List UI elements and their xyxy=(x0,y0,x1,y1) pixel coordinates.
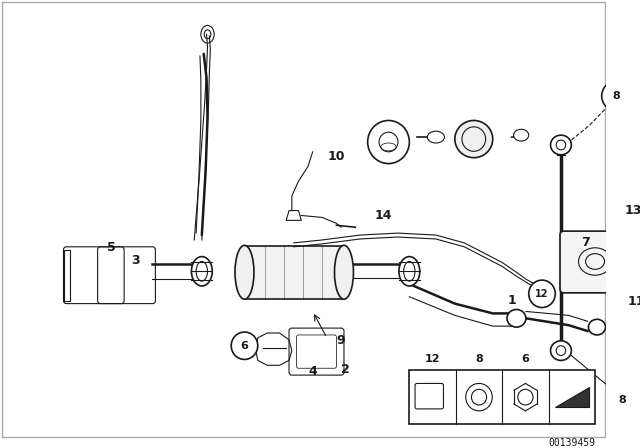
Text: 00139459: 00139459 xyxy=(548,438,595,448)
Ellipse shape xyxy=(455,121,493,158)
Text: 6: 6 xyxy=(522,354,529,364)
Ellipse shape xyxy=(550,341,572,361)
Text: 5: 5 xyxy=(108,241,116,254)
Ellipse shape xyxy=(235,246,254,299)
Text: 10: 10 xyxy=(328,150,345,163)
Text: 7: 7 xyxy=(581,237,590,250)
Circle shape xyxy=(602,81,630,111)
Text: 1: 1 xyxy=(508,294,516,307)
Polygon shape xyxy=(555,388,589,407)
Text: 12: 12 xyxy=(425,354,440,364)
Text: 13: 13 xyxy=(624,204,640,217)
Text: 4: 4 xyxy=(308,365,317,378)
Text: 14: 14 xyxy=(375,209,392,222)
Text: 3: 3 xyxy=(131,254,140,267)
Bar xyxy=(410,370,595,424)
Circle shape xyxy=(609,385,637,414)
Ellipse shape xyxy=(335,246,353,299)
Ellipse shape xyxy=(588,319,605,335)
Text: 2: 2 xyxy=(342,363,350,376)
Text: 6: 6 xyxy=(241,341,248,351)
Circle shape xyxy=(367,121,410,164)
Ellipse shape xyxy=(507,310,526,327)
Text: 8: 8 xyxy=(612,91,620,101)
Ellipse shape xyxy=(428,131,444,143)
Ellipse shape xyxy=(191,257,212,286)
Text: 8: 8 xyxy=(619,395,627,405)
Text: 11: 11 xyxy=(628,295,640,308)
Circle shape xyxy=(529,280,556,307)
Circle shape xyxy=(231,332,258,359)
FancyBboxPatch shape xyxy=(560,231,629,293)
Text: 12: 12 xyxy=(535,289,548,299)
Ellipse shape xyxy=(399,257,420,286)
Bar xyxy=(244,246,344,299)
Ellipse shape xyxy=(550,135,572,155)
Text: 9: 9 xyxy=(337,334,346,347)
Text: 8: 8 xyxy=(475,354,483,364)
Ellipse shape xyxy=(513,129,529,141)
